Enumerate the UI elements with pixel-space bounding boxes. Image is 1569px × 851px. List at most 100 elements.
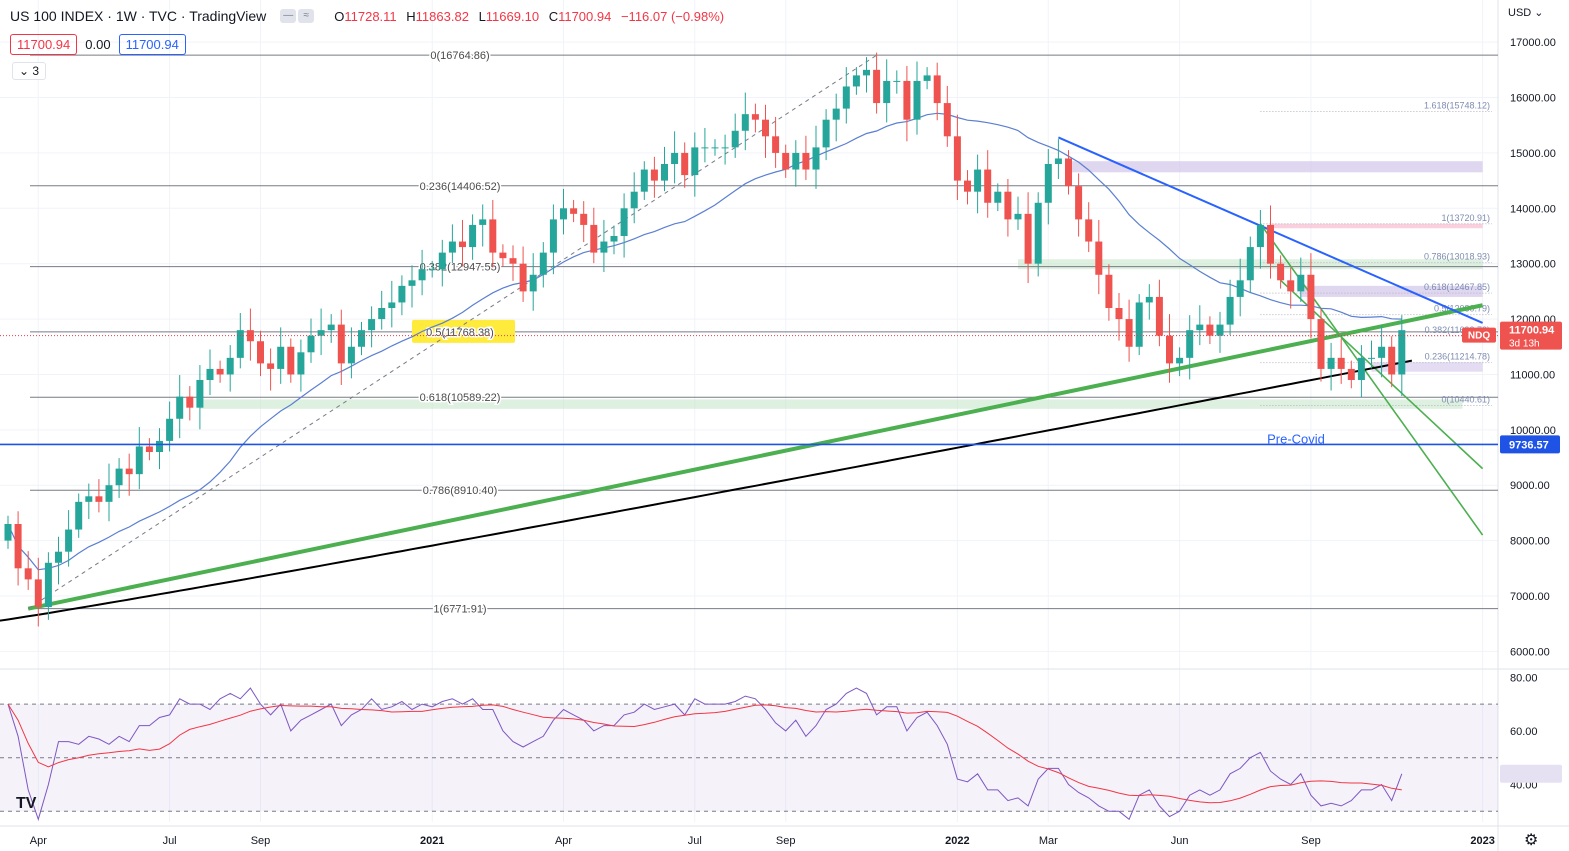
- candle-body: [337, 324, 345, 364]
- candle-body: [1095, 241, 1103, 275]
- trendline: [27, 54, 877, 610]
- candle-body: [358, 330, 365, 347]
- candle-body: [14, 524, 22, 569]
- candle-body: [681, 152, 689, 176]
- candle-body: [590, 224, 598, 253]
- candle-body: [782, 152, 790, 170]
- ask-box[interactable]: 11700.94: [118, 34, 186, 55]
- spread-value: 0.00: [85, 37, 111, 52]
- time-tick-label: 2022: [945, 835, 969, 847]
- candle-body: [55, 551, 62, 563]
- currency-label[interactable]: USD ⌄: [1508, 7, 1544, 19]
- gear-icon[interactable]: ⚙: [1524, 832, 1539, 849]
- fib-label-right: 0.786(13018.93): [1424, 252, 1490, 262]
- symbol-tag: [1462, 327, 1496, 343]
- candle-body: [903, 80, 911, 120]
- price-tick-label: 7000.00: [1510, 591, 1550, 603]
- fib-label: 1(6771.91): [433, 604, 486, 616]
- close-value: 11700.94: [558, 8, 612, 24]
- price-tick-label: 17000.00: [1510, 37, 1556, 49]
- trendline: [1259, 223, 1484, 536]
- candle-body: [4, 524, 12, 541]
- candle-body: [913, 80, 921, 120]
- candle-body: [943, 103, 951, 137]
- time-tick-label: Jun: [1171, 835, 1189, 847]
- fib-label: 0.5(11768.38): [426, 327, 494, 339]
- zone-rect: [199, 399, 1463, 409]
- candle-body: [1256, 224, 1264, 248]
- chart-header: US 100 INDEX · 1W · TVC · TradingView — ≈…: [10, 8, 730, 24]
- last-price-label: 11700.94: [1509, 325, 1555, 337]
- symbol-title[interactable]: US 100 INDEX · 1W · TVC · TradingView: [10, 8, 267, 24]
- candle-body: [509, 258, 517, 264]
- candle-body: [145, 446, 153, 452]
- rsi-last-tag: [1500, 764, 1562, 783]
- candle-body: [883, 80, 891, 104]
- candle-body: [489, 219, 497, 253]
- tradingview-logo-icon: TV: [16, 795, 37, 812]
- price-tick-label: 16000.00: [1510, 93, 1556, 105]
- candle-body: [479, 219, 487, 225]
- fib-label-right: 1(13720.91): [1441, 213, 1490, 223]
- price-tick-label: 6000.00: [1510, 646, 1550, 658]
- price-tick-label: 14000.00: [1510, 203, 1556, 215]
- fib-label-right: 1.618(15748.12): [1424, 100, 1490, 110]
- visibility-toggle[interactable]: — ≈: [280, 9, 315, 23]
- candle-body: [964, 180, 971, 192]
- candle-body: [933, 75, 941, 104]
- candle-body: [1034, 202, 1042, 264]
- candle-body: [95, 496, 103, 502]
- candle-body: [519, 263, 527, 292]
- candle-body: [257, 341, 264, 364]
- symbol-tag-label: NDQ: [1468, 331, 1490, 342]
- candle-body: [1398, 330, 1406, 375]
- time-tick-label: Jul: [688, 835, 702, 847]
- candle-body: [1317, 319, 1325, 369]
- candle-body: [873, 69, 881, 104]
- candle-body: [701, 147, 709, 149]
- candle-body: [1267, 224, 1274, 264]
- candle-body: [156, 440, 163, 452]
- high-value: 11863.82: [415, 8, 469, 24]
- candle-body: [65, 529, 73, 552]
- candle-body: [1166, 335, 1173, 364]
- eye-icon[interactable]: —: [280, 9, 297, 23]
- candle-body: [135, 446, 143, 475]
- candle-body: [1337, 357, 1345, 369]
- candle-body: [44, 562, 52, 608]
- candle-body: [176, 396, 184, 419]
- indicators-collapse-button[interactable]: ⌄ 3: [12, 62, 47, 80]
- candle-body: [1357, 357, 1365, 380]
- candle-body: [1105, 274, 1113, 308]
- candle-body: [893, 80, 901, 82]
- fibonacci-levels: 0(16764.86)0.236(14406.52)0.382(12947.55…: [30, 49, 1498, 617]
- compare-icon[interactable]: ≈: [298, 9, 315, 23]
- candle-body: [1085, 219, 1093, 242]
- candle-body: [448, 241, 456, 253]
- candle-body: [1287, 280, 1295, 292]
- price-tick-label: 8000.00: [1510, 536, 1550, 548]
- candle-body: [1277, 263, 1285, 281]
- candle-body: [580, 213, 588, 225]
- rsi-tick-label: 80.00: [1510, 672, 1538, 684]
- pre-covid-tag-label: 9736.57: [1509, 439, 1549, 451]
- candle-body: [1236, 280, 1244, 297]
- zone-rect: [1068, 161, 1483, 173]
- fib-label-right: 0(10440.61): [1441, 394, 1490, 404]
- bid-box[interactable]: 11700.94: [10, 34, 78, 55]
- candle-body: [1044, 164, 1052, 203]
- candle-body: [1014, 213, 1022, 220]
- candle-body: [347, 346, 355, 364]
- fib-label-right: 0.382(11693.73): [1425, 325, 1490, 335]
- candle-body: [762, 119, 769, 137]
- candle-body: [236, 330, 244, 358]
- ma-20-line: [7, 112, 1402, 571]
- ma-200-line: [0, 359, 1413, 622]
- time-tick-label: 2021: [420, 835, 444, 847]
- price-tick-label: 10000.00: [1510, 425, 1556, 437]
- candle-body: [1024, 213, 1032, 264]
- candle-body: [842, 86, 850, 109]
- candle-body: [1347, 368, 1355, 380]
